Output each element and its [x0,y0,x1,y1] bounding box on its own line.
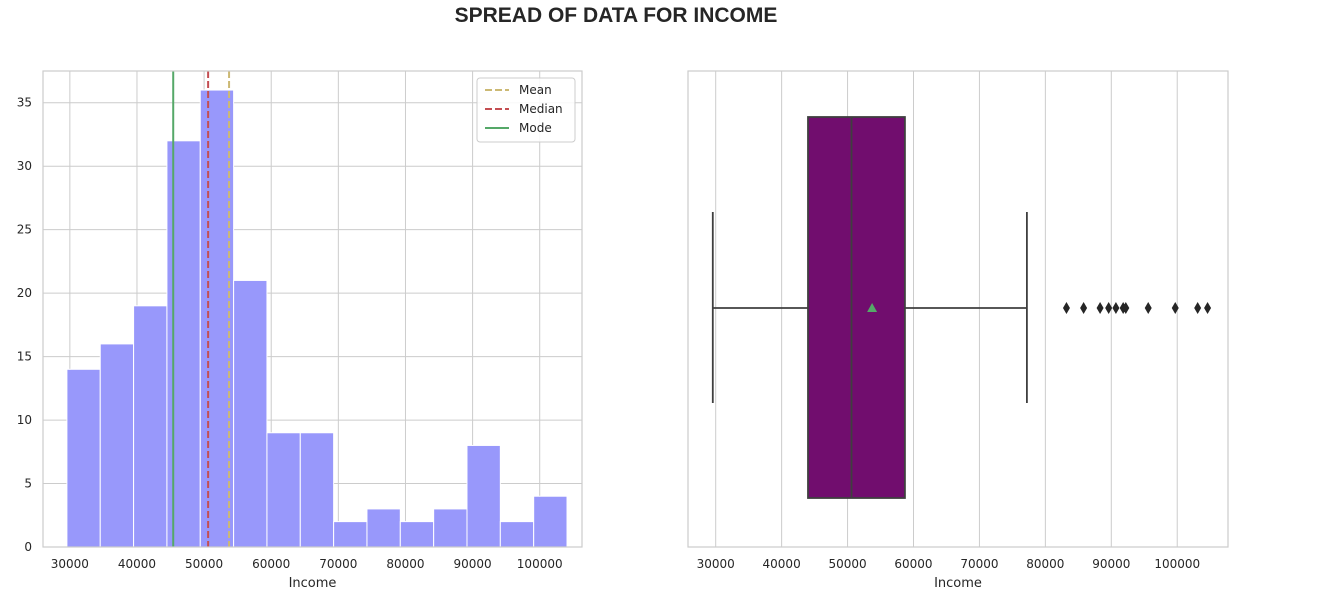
box-x-tick-label: 70000 [960,557,998,571]
histogram-bar [166,140,201,548]
outlier-point [1171,302,1179,314]
legend-label-mean: Mean [519,83,552,97]
box-x-tick-label: 100000 [1154,557,1200,571]
histogram-bar [66,368,101,548]
outlier-point [1144,302,1152,314]
legend-label-median: Median [519,102,563,116]
hist-y-tick-label: 5 [24,477,32,491]
iqr-box [807,116,906,499]
outlier-point [1080,302,1088,314]
legend: Mean Median Mode [476,77,576,143]
boxplot-panel: 30000 40000 50000 60000 70000 80000 90000 10000… [687,70,1229,591]
histogram-panel: 30000 40000 50000 60000 70000 80000 90000 10000… [17,70,583,591]
histogram-bar [99,343,135,548]
outlier-point [1105,302,1113,314]
hist-x-tick-label: 40000 [118,557,156,571]
histogram-bar [266,432,301,548]
outlier-point [1112,302,1120,314]
histogram-bar [533,495,568,548]
histogram-bar [433,508,468,548]
hist-x-tick-label: 90000 [453,557,491,571]
box-x-tick-label: 80000 [1026,557,1064,571]
hist-y-tick-label: 25 [17,223,32,237]
hist-y-tick-label: 20 [17,286,32,300]
histogram-bar [333,521,368,548]
outlier-point [1122,302,1130,314]
histogram-bar [466,444,501,548]
hist-x-tick-label: 100000 [517,557,563,571]
histogram-bar [299,432,335,548]
hist-y-tick-label: 0 [24,540,32,554]
box-x-tick-label: 50000 [828,557,866,571]
mean-marker [867,303,878,312]
hist-x-tick-label: 30000 [51,557,89,571]
outlier-point [1194,302,1202,314]
hist-x-axis-label: Income [289,576,337,591]
histogram-bar [499,521,535,548]
histogram-bar [233,279,268,548]
histogram-bar [199,89,235,548]
page-title: SPREAD OF DATA FOR INCOME [454,4,778,27]
hist-x-tick-label: 80000 [386,557,424,571]
hist-y-tick-label: 30 [17,159,32,173]
histogram-bar [399,521,435,548]
hist-y-tick-label: 15 [17,350,32,364]
hist-y-tick-label: 10 [17,413,32,427]
legend-label-mode: Mode [519,121,552,135]
legend-box [476,77,576,143]
hist-x-tick-label: 60000 [252,557,290,571]
box-x-tick-label: 40000 [763,557,801,571]
box-frame [687,70,1229,548]
outlier-point [1096,302,1104,314]
hist-x-tick-label: 70000 [319,557,357,571]
hist-x-tick-label: 50000 [185,557,223,571]
box-x-tick-label: 60000 [894,557,932,571]
hist-y-tick-label: 35 [17,96,32,110]
box-x-tick-label: 30000 [697,557,735,571]
hist-frame [42,70,583,548]
box-x-tick-label: 90000 [1092,557,1130,571]
box-x-axis-label: Income [934,576,982,591]
outlier-point [1062,302,1070,314]
outlier-point [1204,302,1212,314]
histogram-bar [133,305,168,548]
histogram-bar [366,508,401,548]
